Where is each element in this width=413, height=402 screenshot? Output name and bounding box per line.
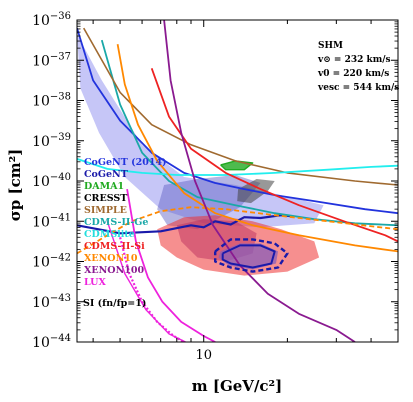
legend-entry-xenon10: XENON10 <box>84 253 138 264</box>
y-tick-label: 10−38 <box>32 92 71 110</box>
lux-curve <box>106 221 186 342</box>
legend-entry-cdmslite: CDMSlite <box>84 229 135 240</box>
annotation-title: SHM <box>318 41 343 51</box>
cdms-ii-si-curve <box>150 67 398 243</box>
x-tick-label: 10 <box>195 348 212 363</box>
y-tick-label: 10−36 <box>32 11 71 29</box>
y-axis-label: σp [cm²] <box>6 149 24 222</box>
cogent-2014-region <box>77 34 324 228</box>
xenon10-curve <box>77 206 398 255</box>
xenon10-curve <box>116 44 398 253</box>
legend: CoGeNT (2014)CoGeNTDAMA1CRESSTSIMPLECDMS… <box>84 157 167 288</box>
cdmslite-curve <box>77 158 398 176</box>
halo-annotation: SHM v⊙ = 232 km/s v0 = 220 km/s vesc = 5… <box>317 41 399 93</box>
y-tick-label: 10−42 <box>32 253 71 271</box>
y-tick-label: 10−40 <box>32 172 71 190</box>
y-tick-label: 10−41 <box>32 212 71 230</box>
legend-entry-dama1: DAMA1 <box>84 181 124 192</box>
dama1-curve <box>220 160 254 171</box>
legend-entry-xenon100: XENON100 <box>84 265 144 276</box>
y-tick-labels: 10−36 10−37 10−38 10−39 10−40 10−41 10−42 10−43… <box>32 11 71 351</box>
xenon100-curve <box>163 20 356 342</box>
annotation-line: v0 = 220 km/s <box>317 69 389 79</box>
limit-curves <box>77 20 398 342</box>
legend-entry-cdms-ii-ge: CDMS-II-Ge <box>84 217 148 228</box>
legend-entry-cogent: CoGeNT <box>84 169 128 180</box>
axis-ticks <box>77 19 399 343</box>
x-axis-label: m [GeV/c²] <box>192 377 282 395</box>
legend-entry-simple: SIMPLE <box>84 205 127 216</box>
cogent-curve <box>77 214 294 235</box>
footer-label: SI (fn/fp=1) <box>83 298 146 309</box>
legend-entry-cdms-ii-si: CDMS-II-Si <box>84 241 145 252</box>
cdms-ii-ge-curve <box>100 39 398 227</box>
annotation-line: vesc = 544 km/s <box>317 83 399 93</box>
x-tick-labels: 10 <box>195 348 212 363</box>
y-tick-label: 10−37 <box>32 51 71 69</box>
cogent-2014-curve <box>77 27 398 215</box>
legend-entry-cresst: CRESST <box>84 193 127 204</box>
y-tick-label: 10−43 <box>32 293 71 311</box>
cdms-ii-si-curve <box>214 238 289 273</box>
legend-entry-lux: LUX <box>84 277 106 288</box>
cdms-ii-si-curve <box>221 244 276 269</box>
simple-curve <box>83 27 398 186</box>
legend-entry-cogent-2014: CoGeNT (2014) <box>84 157 167 168</box>
y-tick-label: 10−44 <box>32 333 71 351</box>
annotation-line: v⊙ = 232 km/s <box>317 55 391 65</box>
y-tick-label: 10−39 <box>32 132 71 150</box>
